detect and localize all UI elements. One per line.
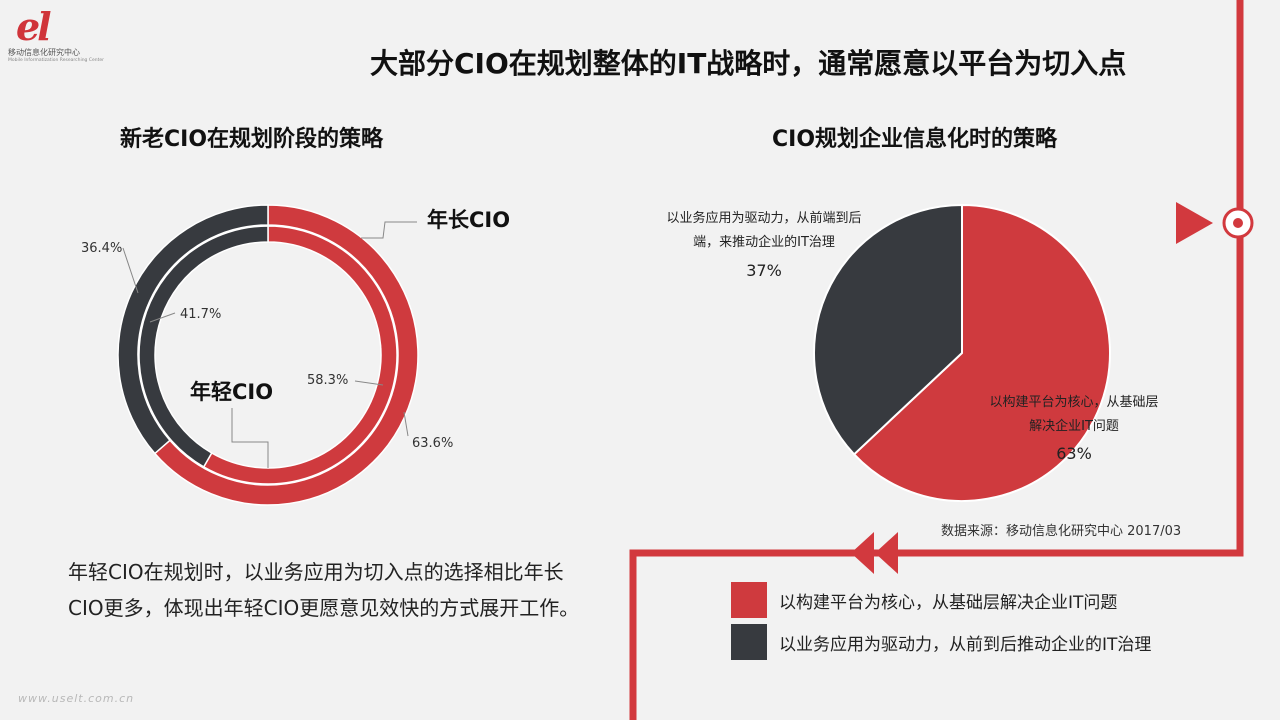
logo-name-en: Mobile Informatization Researching Cente… <box>8 58 104 63</box>
logo-name-cn: 移动信息化研究中心 <box>8 48 80 57</box>
donut-leader-line <box>354 380 384 386</box>
pie-slice-0 <box>852 203 1111 502</box>
outer-ring-callout-line <box>361 221 417 239</box>
logo-mark: el <box>16 4 52 49</box>
right-chart-title: CIO规划企业信息化时的策略 <box>772 127 1058 152</box>
pie-slice-1 <box>813 203 963 456</box>
donut-leader-line <box>403 411 409 437</box>
legend-label: 以构建平台为核心，从基础层解决企业IT问题 <box>779 592 1118 613</box>
target-dot <box>1233 218 1243 228</box>
pie-slice-label: 以构建平台为核心，从基础层 <box>989 395 1158 410</box>
legend-swatch <box>731 624 767 660</box>
description-text: 年轻CIO在规划时，以业务应用为切入点的选择相比年长CIO更多，体现出年轻CIO… <box>68 560 580 620</box>
donut-value-label: 63.6% <box>412 436 453 451</box>
legend-item-business: 以业务应用为驱动力，从前到后推动企业的IT治理 <box>731 624 1151 660</box>
inner-ring-callout-line <box>231 408 269 468</box>
legend-swatch <box>731 582 767 618</box>
data-source-note: 数据来源：移动信息化研究中心 2017/03 <box>941 524 1182 539</box>
donut-value-label: 58.3% <box>307 373 348 388</box>
pie-value-label: 63% <box>1056 444 1092 463</box>
donut-value-label: 41.7% <box>180 307 221 322</box>
arrow-left-icon <box>851 532 874 574</box>
pie-slice-label: 解决企业IT问题 <box>1029 418 1119 434</box>
logo: el 移动信息化研究中心 Mobile Informatization Rese… <box>8 8 112 68</box>
arrow-right-icon <box>1176 202 1213 244</box>
donut-inner-ring-segment-1 <box>138 225 269 468</box>
legend-item-platform: 以构建平台为核心，从基础层解决企业IT问题 <box>731 582 1117 618</box>
page-title: 大部分CIO在规划整体的IT战略时，通常愿意以平台为切入点 <box>370 47 1127 80</box>
pie-slice-label: 端，来推动企业的IT治理 <box>693 234 835 250</box>
donut-leader-line <box>149 312 176 323</box>
donut-leader-line <box>122 247 139 294</box>
pie-value-label: 37% <box>746 261 782 280</box>
outer-ring-callout: 年长CIO <box>427 208 510 232</box>
watermark: www.uselt.com.cn <box>18 692 135 705</box>
donut-value-label: 36.4% <box>81 241 122 256</box>
donut-outer-ring-segment-1 <box>117 204 269 455</box>
arrow-left-icon <box>875 532 898 574</box>
legend-label: 以业务应用为驱动力，从前到后推动企业的IT治理 <box>779 634 1152 655</box>
inner-ring-callout: 年轻CIO <box>190 380 273 404</box>
frame-line <box>629 0 1244 720</box>
pie-slice-label: 以业务应用为驱动力，从前端到后 <box>666 210 861 226</box>
left-chart-title: 新老CIO在规划阶段的策略 <box>120 127 384 152</box>
